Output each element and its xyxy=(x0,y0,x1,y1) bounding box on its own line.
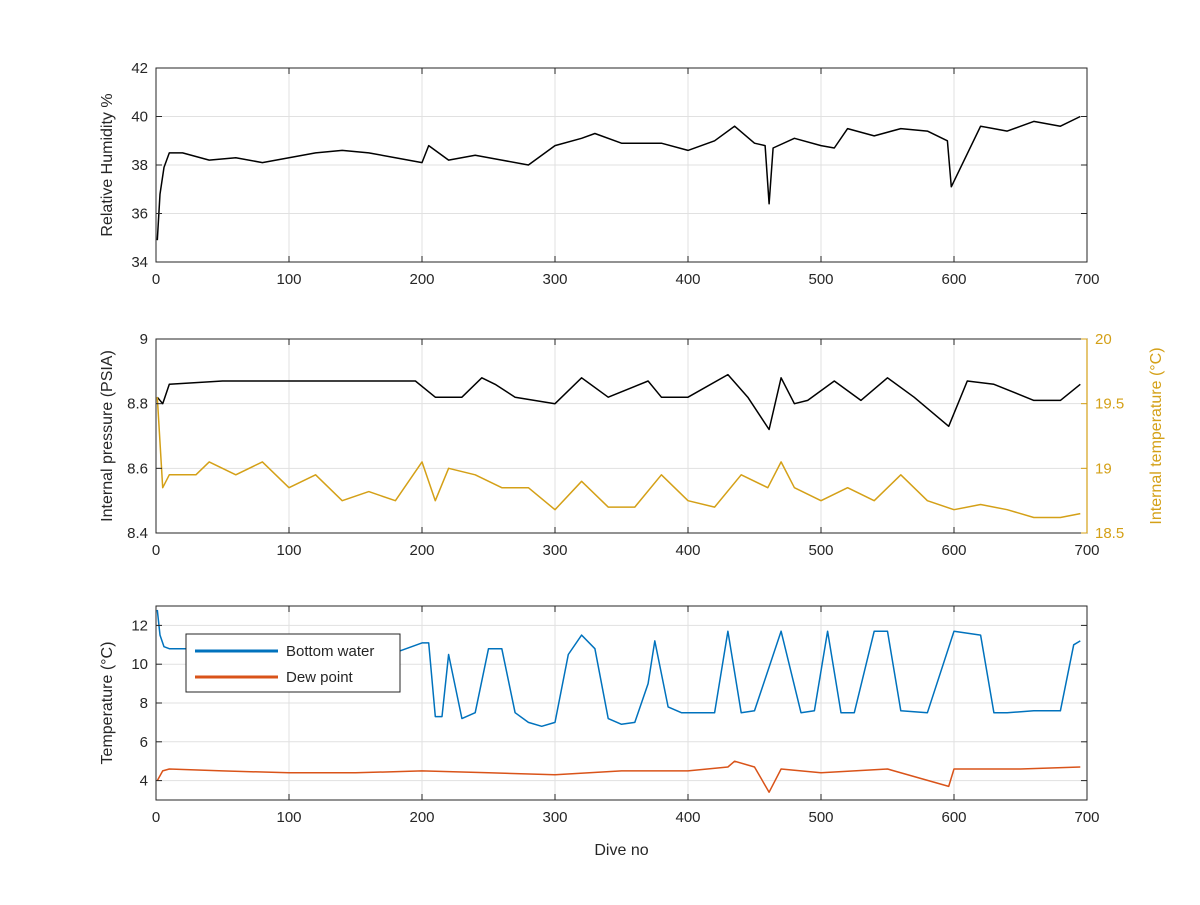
legend: Bottom water Dew point xyxy=(185,633,401,693)
y-tick-label: 40 xyxy=(131,109,148,126)
y-tick-label: 8.4 xyxy=(127,525,148,542)
y2-tick-label: 20 xyxy=(1095,331,1112,348)
y-axis-label: Relative Humidity % xyxy=(99,93,116,236)
legend-box xyxy=(185,633,401,693)
x-tick-label: 100 xyxy=(276,809,301,826)
x-axis-label: Dive no xyxy=(594,842,648,859)
x-tick-label: 600 xyxy=(941,542,966,559)
y-tick-label: 8.8 xyxy=(127,396,148,413)
series-line-0-0 xyxy=(156,115,1081,241)
x-tick-label: 300 xyxy=(542,542,567,559)
pressure-temperature-panel: 0 100 200 300 400 500 600 700 8.4 8.6 8.8 9 18.5 19 19… xyxy=(99,331,1165,559)
x-tick-label: 400 xyxy=(675,271,700,288)
y-tick-label: 12 xyxy=(131,617,148,634)
y-tick-label: 6 xyxy=(140,734,148,751)
temperature-panel: 0 100 200 300 400 500 600 700 4 6 8 10 12 Temperature… xyxy=(99,605,1100,859)
legend-entry: Bottom water xyxy=(286,643,374,660)
y-tick-label: 4 xyxy=(140,773,148,790)
x-tick-label: 200 xyxy=(409,809,434,826)
x-tick-label: 0 xyxy=(152,809,160,826)
x-tick-label: 300 xyxy=(542,271,567,288)
x-tick-label: 0 xyxy=(152,271,160,288)
x-tick-label: 600 xyxy=(941,809,966,826)
series-line-1-1 xyxy=(156,397,1081,519)
legend-entry: Dew point xyxy=(286,669,354,686)
x-tick-label: 100 xyxy=(276,542,301,559)
plot-area xyxy=(156,339,1087,533)
x-tick-label: 400 xyxy=(675,542,700,559)
y-tick-label: 38 xyxy=(131,157,148,174)
x-tick-label: 0 xyxy=(152,542,160,559)
y-axis-label: Internal pressure (PSIA) xyxy=(99,350,116,522)
x-tick-label: 300 xyxy=(542,809,567,826)
x-tick-label: 700 xyxy=(1074,809,1099,826)
x-tick-label: 500 xyxy=(808,271,833,288)
x-tick-label: 500 xyxy=(808,809,833,826)
y-tick-label: 42 xyxy=(131,60,148,77)
series-dew-point xyxy=(156,760,1081,793)
x-tick-label: 700 xyxy=(1074,542,1099,559)
y-tick-label: 9 xyxy=(140,331,148,348)
x-tick-label: 200 xyxy=(409,271,434,288)
y-tick-label: 34 xyxy=(131,254,148,271)
x-tick-label: 700 xyxy=(1074,271,1099,288)
x-tick-label: 200 xyxy=(409,542,434,559)
x-tick-label: 500 xyxy=(808,542,833,559)
y-tick-label: 10 xyxy=(131,656,148,673)
humidity-panel: 0 100 200 300 400 500 600 700 34 36 38 40 42 Relative… xyxy=(99,60,1100,288)
y-tick-label: 8.6 xyxy=(127,460,148,477)
series-bottom-water xyxy=(156,609,1081,728)
y2-tick-label: 18.5 xyxy=(1095,525,1124,542)
x-tick-label: 400 xyxy=(675,809,700,826)
x-tick-label: 100 xyxy=(276,271,301,288)
x-tick-label: 600 xyxy=(941,271,966,288)
y-tick-label: 36 xyxy=(131,206,148,223)
y-axis-label: Temperature (°C) xyxy=(99,642,116,765)
y-tick-label: 8 xyxy=(140,695,148,712)
y2-tick-label: 19.5 xyxy=(1095,396,1124,413)
y2-tick-label: 19 xyxy=(1095,460,1112,477)
series-line-1-0 xyxy=(156,373,1081,431)
y2-axis-label: Internal temperature (°C) xyxy=(1148,347,1165,524)
